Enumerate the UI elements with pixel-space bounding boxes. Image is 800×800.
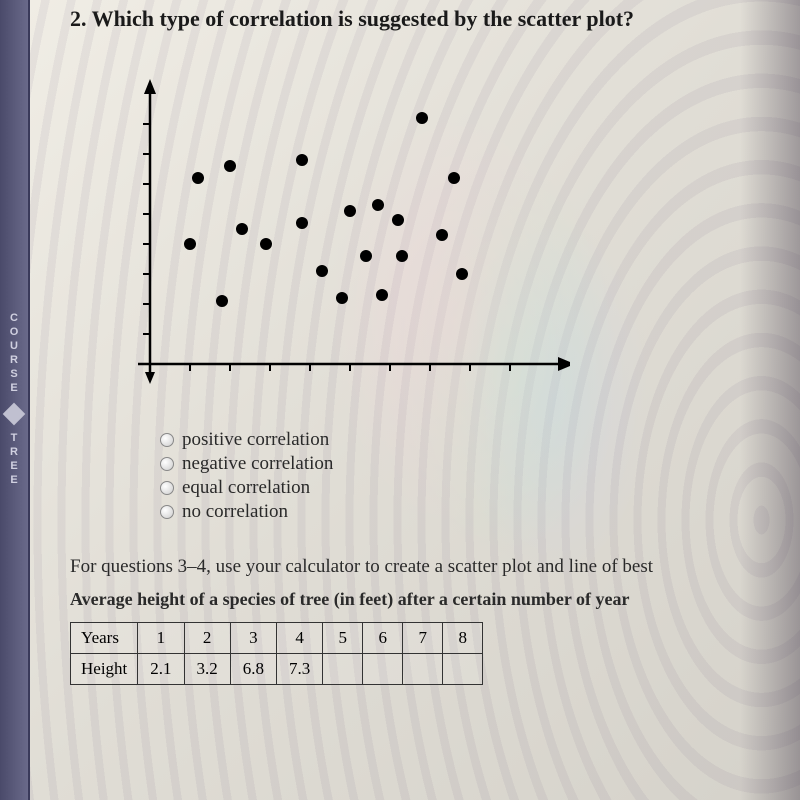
table-cell: 2.1 — [138, 654, 184, 685]
answer-option[interactable]: equal correlation — [160, 477, 780, 499]
answer-option[interactable]: no correlation — [160, 501, 780, 523]
sidebar-label-tree: TREE — [8, 432, 20, 488]
table-cell — [363, 654, 403, 685]
table-cell: 3.2 — [184, 654, 230, 685]
sidebar-label-course: COURSE — [8, 312, 20, 396]
radio-icon[interactable] — [160, 505, 174, 519]
table-cell: 1 — [138, 623, 184, 654]
table-cell — [443, 654, 483, 685]
table-cell: 6 — [363, 623, 403, 654]
table-cell: 7.3 — [277, 654, 323, 685]
followup-subheading: Average height of a species of tree (in … — [70, 589, 780, 610]
scatter-plot — [100, 74, 780, 409]
answer-option[interactable]: negative correlation — [160, 453, 780, 475]
table-cell: 6.8 — [230, 654, 276, 685]
table-cell — [323, 654, 363, 685]
option-label: no correlation — [182, 501, 288, 523]
table-row: Years12345678 — [71, 623, 483, 654]
answer-option[interactable]: positive correlation — [160, 429, 780, 451]
tree-height-table: Years12345678Height2.13.26.87.3 — [70, 622, 483, 685]
row-header: Years — [71, 623, 138, 654]
question-body: Which type of correlation is suggested b… — [92, 6, 634, 31]
answer-options: positive correlationnegative correlation… — [160, 429, 780, 523]
radio-icon[interactable] — [160, 481, 174, 495]
question-text: 2. Which type of correlation is suggeste… — [70, 5, 780, 34]
table-cell: 4 — [277, 623, 323, 654]
worksheet-page: 2. Which type of correlation is suggeste… — [30, 0, 800, 800]
table-cell: 7 — [403, 623, 443, 654]
table-cell — [403, 654, 443, 685]
option-label: positive correlation — [182, 429, 329, 451]
option-label: negative correlation — [182, 453, 333, 475]
sidebar: COURSE TREE — [0, 0, 30, 800]
table-cell: 5 — [323, 623, 363, 654]
table-cell: 3 — [230, 623, 276, 654]
table-row: Height2.13.26.87.3 — [71, 654, 483, 685]
scatter-svg — [100, 74, 570, 404]
question-number: 2. — [70, 6, 87, 31]
table-cell: 2 — [184, 623, 230, 654]
table-cell: 8 — [443, 623, 483, 654]
option-label: equal correlation — [182, 477, 310, 499]
sidebar-divider-icon — [3, 403, 26, 426]
row-header: Height — [71, 654, 138, 685]
radio-icon[interactable] — [160, 457, 174, 471]
radio-icon[interactable] — [160, 433, 174, 447]
followup-instructions: For questions 3–4, use your calculator t… — [70, 553, 780, 582]
